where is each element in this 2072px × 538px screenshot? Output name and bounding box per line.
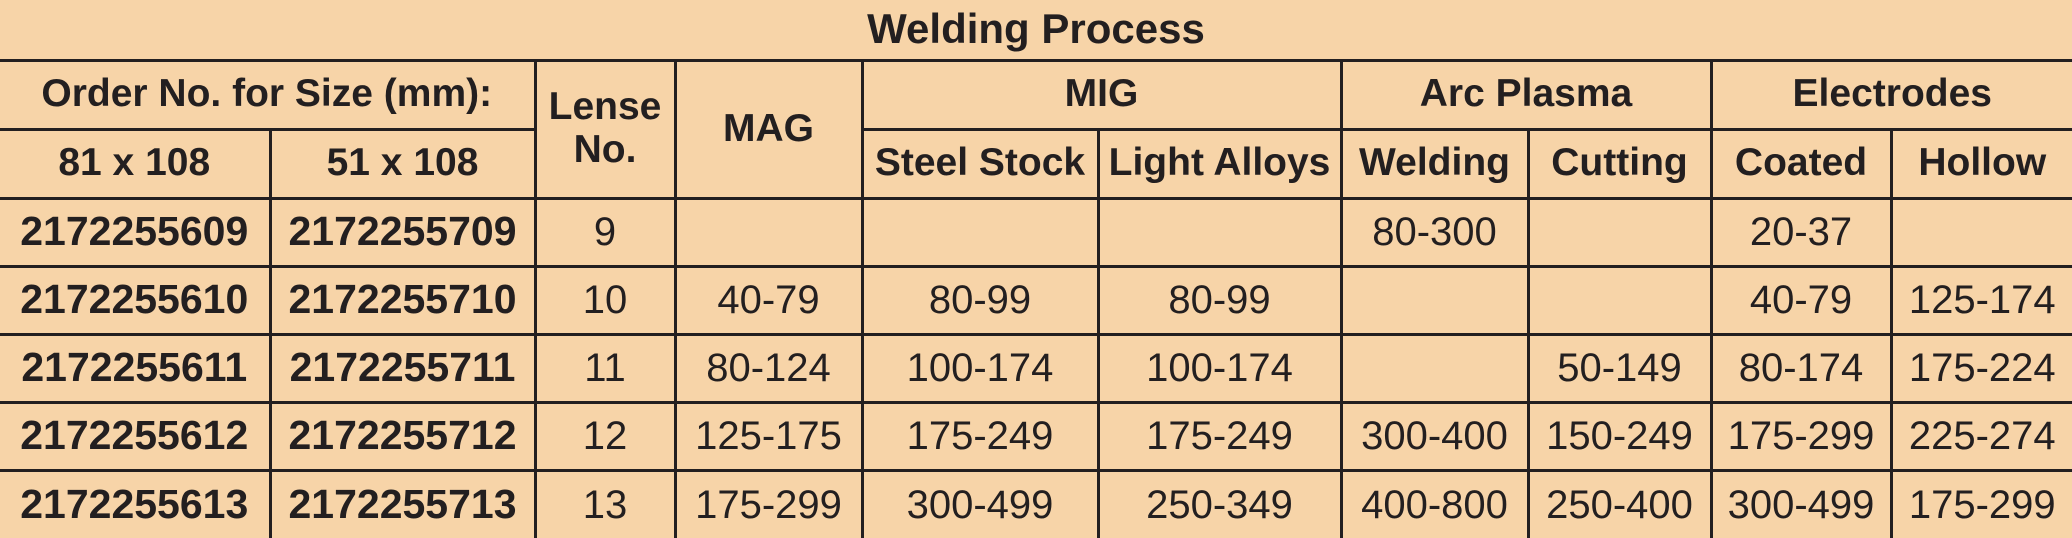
group-header: Electrodes [1709,58,2072,131]
cell: 250-400 [1526,468,1713,538]
subheader: Steel Stock [860,127,1100,200]
order-number: 2172255711 [268,332,537,404]
cell: 10 [533,264,677,336]
cell: 80-124 [673,332,864,404]
order-number: 2172255609 [0,196,272,268]
cell: 9 [533,196,677,268]
cell [1339,332,1530,404]
cell: 50-149 [1526,332,1713,404]
subheader: Hollow [1889,127,2072,200]
cell: 100-174 [860,332,1100,404]
cell [1526,264,1713,336]
cell: 175-224 [1889,332,2072,404]
cell: 40-79 [1709,264,1893,336]
cell: 250-349 [1096,468,1343,538]
order-number: 2172255613 [0,468,272,538]
subheader: 51 x 108 [268,127,537,200]
cell: 100-174 [1096,332,1343,404]
cell: 40-79 [673,264,864,336]
cell: 300-499 [860,468,1100,538]
order-number: 2172255709 [268,196,537,268]
group-header: Order No. for Size (mm): [0,58,537,131]
cell: 80-300 [1339,196,1530,268]
table-title: Welding Process [0,0,2072,62]
subheader: Light Alloys [1096,127,1343,200]
title-row: Welding Process [0,0,2072,62]
data-row: 2172255612 2172255712 12 125-175 175-249 175-… [0,400,2072,472]
order-number: 2172255610 [0,264,272,336]
group-header: MAG [673,58,864,200]
group-header: MIG [860,58,1343,131]
cell: 175-299 [1889,468,2072,538]
order-number: 2172255712 [268,400,537,472]
cell [860,196,1100,268]
subheader-row: 81 x 108 51 x 108 Steel Stock Light Allo… [0,127,2072,200]
cell: 400-800 [1339,468,1530,538]
group-header: Lense No. [533,58,677,200]
order-number: 2172255611 [0,332,272,404]
cell: 175-299 [673,468,864,538]
cell: 175-299 [1709,400,1893,472]
cell: 11 [533,332,677,404]
data-row: 2172255610 2172255710 10 40-79 80-99 80-99 40-… [0,264,2072,336]
cell: 175-249 [1096,400,1343,472]
cell: 13 [533,468,677,538]
cell: 300-400 [1339,400,1530,472]
cell: 125-175 [673,400,864,472]
cell: 300-499 [1709,468,1893,538]
order-number: 2172255713 [268,468,537,538]
data-row: 2172255613 2172255713 13 175-299 300-499 250-… [0,468,2072,538]
cell [1889,196,2072,268]
cell [1096,196,1343,268]
cell [1339,264,1530,336]
data-row: 2172255611 2172255711 11 80-124 100-174 100-1… [0,332,2072,404]
cell [673,196,864,268]
cell [1526,196,1713,268]
cell: 80-174 [1709,332,1893,404]
cell: 12 [533,400,677,472]
order-number: 2172255710 [268,264,537,336]
data-row: 2172255609 2172255709 9 80-300 20-37 [0,196,2072,268]
cell: 80-99 [1096,264,1343,336]
subheader: Cutting [1526,127,1713,200]
cell: 150-249 [1526,400,1713,472]
cell: 225-274 [1889,400,2072,472]
cell: 175-249 [860,400,1100,472]
cell: 80-99 [860,264,1100,336]
subheader: 81 x 108 [0,127,272,200]
order-number: 2172255612 [0,400,272,472]
cell: 125-174 [1889,264,2072,336]
cell: 20-37 [1709,196,1893,268]
subheader: Coated [1709,127,1893,200]
subheader: Welding [1339,127,1530,200]
group-header: Arc Plasma [1339,58,1713,131]
group-row: Order No. for Size (mm): Lense No. MAG M… [0,58,2072,200]
